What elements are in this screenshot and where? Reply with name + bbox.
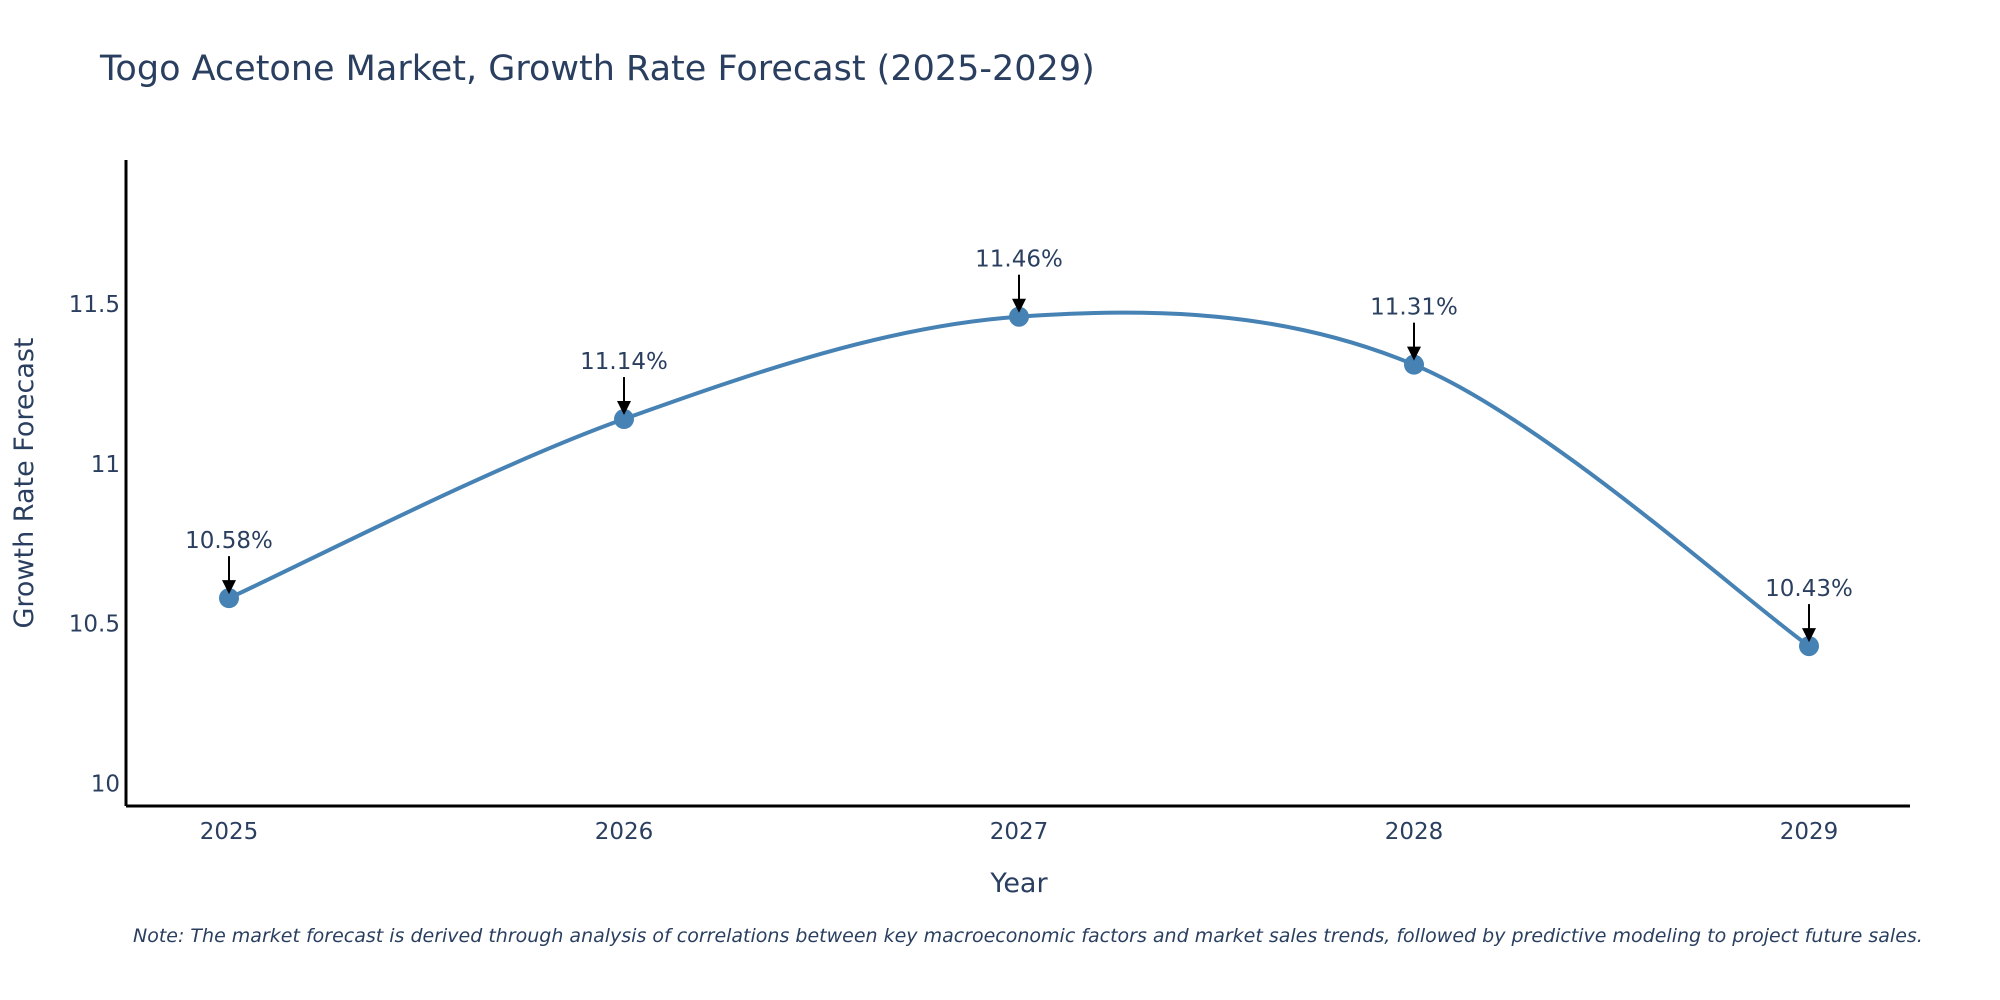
- x-axis-title: Year: [989, 868, 1048, 899]
- x-tick-label: 2028: [1385, 819, 1444, 845]
- series-line: [228, 310, 1811, 648]
- data-label: 11.14%: [580, 349, 668, 375]
- data-points: [219, 306, 1819, 657]
- data-label: 10.58%: [185, 528, 273, 554]
- data-point: [614, 409, 634, 430]
- annotation-arrow-head: [222, 580, 236, 595]
- annotation-arrow-head: [617, 401, 631, 416]
- chart-note: Note: The market forecast is derived thr…: [133, 925, 1923, 947]
- y-tick-label: 11.5: [69, 292, 120, 318]
- data-point: [1799, 636, 1819, 657]
- x-tick-label: 2029: [1780, 819, 1839, 845]
- data-point: [219, 588, 239, 609]
- x-tick-label: 2025: [200, 819, 259, 845]
- y-axis-title: Growth Rate Forecast: [9, 337, 40, 628]
- x-axis-ticks: 2025 2026 2027 2028 2029: [200, 819, 1839, 845]
- x-tick-label: 2026: [595, 819, 654, 845]
- data-point: [1009, 306, 1029, 327]
- data-label: 10.43%: [1765, 576, 1853, 602]
- y-axis-ticks: 10 10.5 11 11.5: [69, 292, 120, 798]
- annotation-arrow-head: [1802, 628, 1816, 643]
- data-annotations: 10.58% 11.14% 11.46% 11.31% 10.43%: [185, 247, 1853, 643]
- y-tick-label: 10.5: [69, 612, 120, 638]
- x-tick-label: 2027: [990, 819, 1049, 845]
- annotation-arrow-head: [1012, 298, 1026, 313]
- y-tick-label: 10: [91, 772, 120, 798]
- chart-title: Togo Acetone Market, Growth Rate Forecas…: [99, 49, 1095, 89]
- data-label: 11.46%: [975, 247, 1063, 273]
- annotation-arrow-head: [1407, 346, 1421, 361]
- data-label: 11.31%: [1370, 295, 1458, 321]
- y-tick-label: 11: [91, 452, 120, 478]
- data-point: [1404, 354, 1424, 375]
